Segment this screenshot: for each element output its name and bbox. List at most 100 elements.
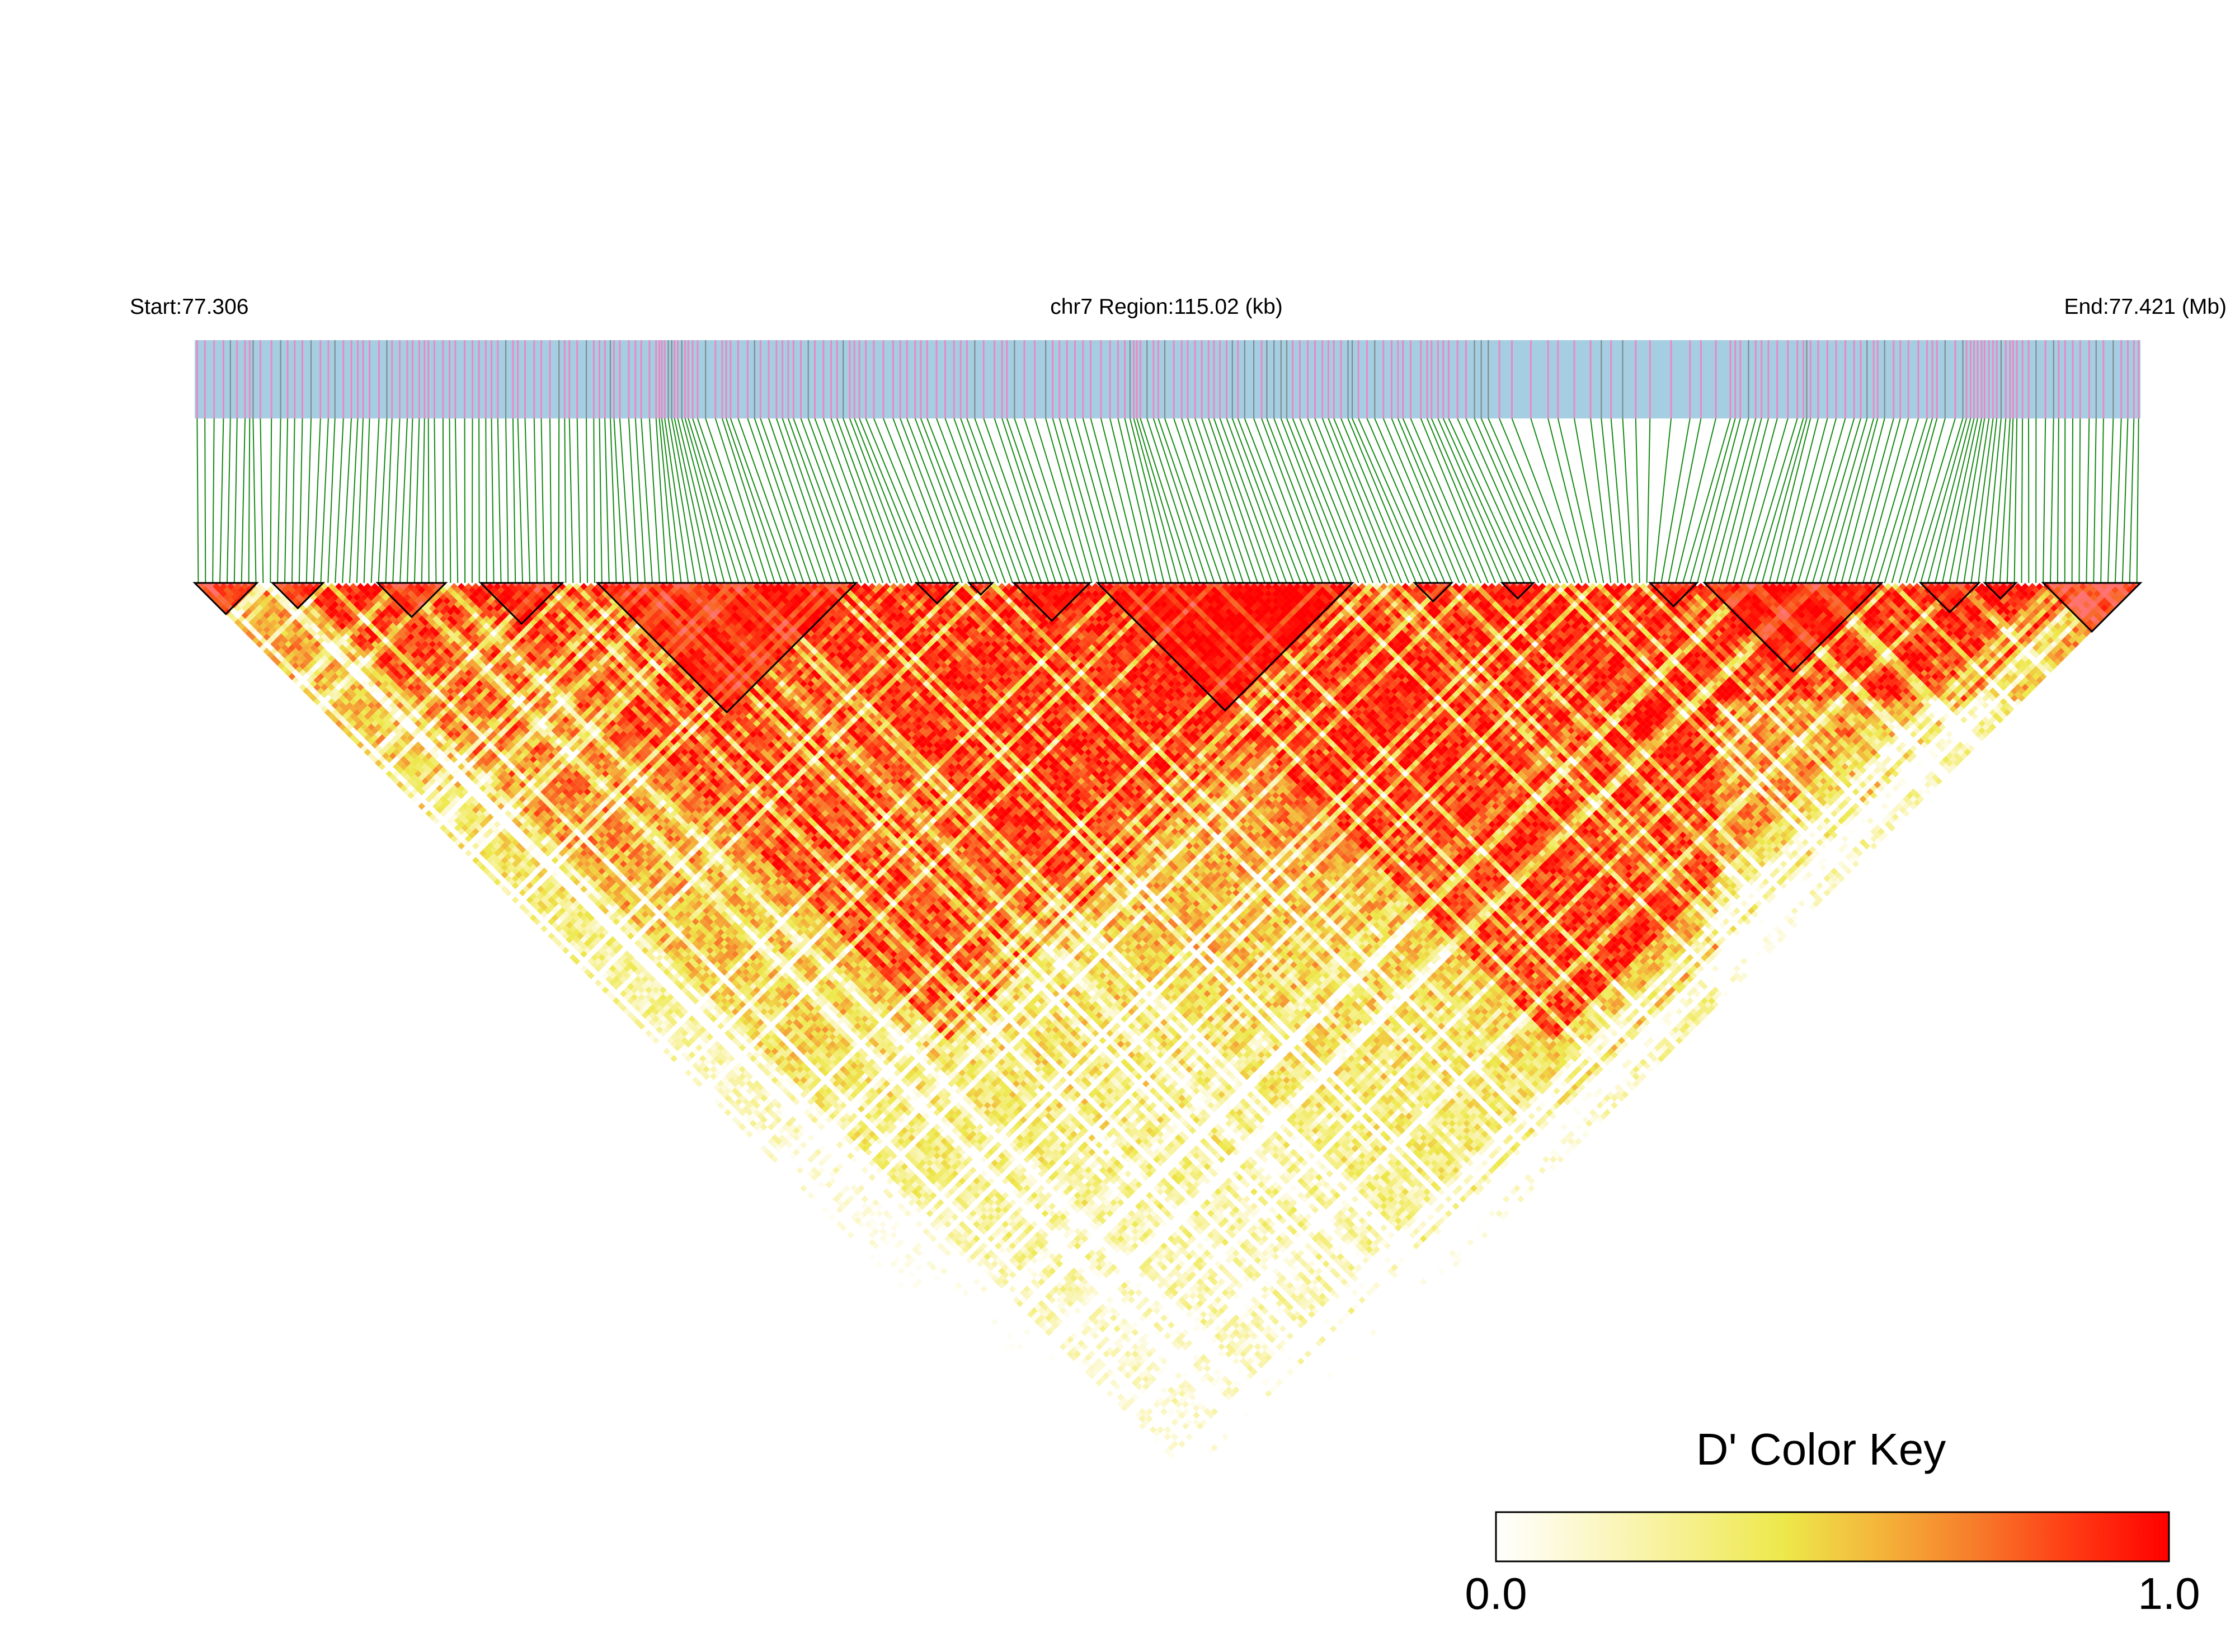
snp-connector <box>234 418 237 583</box>
snp-connector <box>434 418 436 583</box>
snp-connector <box>1341 418 1409 583</box>
snp-connector <box>1287 418 1352 583</box>
snp-connector <box>518 418 523 583</box>
snp-connector <box>586 418 587 583</box>
snp-connector <box>747 418 803 583</box>
snp-connector <box>1574 418 1603 583</box>
snp-connector <box>726 418 782 583</box>
snp-connector <box>2086 418 2089 583</box>
snp-connector <box>242 418 245 583</box>
snp-connector <box>328 418 335 583</box>
snp-connector <box>393 418 399 583</box>
snp-connector <box>1188 418 1243 583</box>
snp-connector <box>1827 418 1874 583</box>
snp-connector <box>1690 418 1735 583</box>
snp-connector <box>270 418 271 583</box>
snp-connector <box>227 418 230 583</box>
snp-connector <box>1885 418 1932 583</box>
snp-connector <box>450 418 451 583</box>
snp-connector <box>2015 418 2017 583</box>
snp-connector <box>307 418 311 583</box>
snp-connector <box>1007 418 1063 583</box>
snp-connector <box>2043 418 2045 583</box>
snp-connector <box>2050 418 2054 583</box>
snp-connector <box>1348 418 1417 583</box>
snp-connector <box>1705 418 1749 583</box>
snp-connector <box>682 418 724 583</box>
snp-connector <box>1300 418 1366 583</box>
snp-connector <box>577 418 581 583</box>
snp-connector <box>2072 418 2073 583</box>
snp-connector <box>1870 418 1918 583</box>
snp-connector <box>2115 418 2121 583</box>
snp-connector <box>1636 418 1640 583</box>
snp-connector <box>277 418 281 583</box>
snp-connector <box>350 418 358 583</box>
snp-connector <box>385 418 392 583</box>
snp-connector <box>197 418 198 583</box>
snp-connector <box>371 418 379 583</box>
snp-connector <box>669 418 696 583</box>
snp-connector <box>550 418 552 583</box>
snp-connector <box>927 418 991 583</box>
snp-connector <box>2058 418 2059 583</box>
snp-connector <box>1813 418 1861 583</box>
snp-connector <box>1654 418 1672 583</box>
snp-position-track <box>195 340 2140 418</box>
snp-connector <box>1457 418 1531 583</box>
snp-connector <box>2108 418 2113 583</box>
snp-connector <box>605 418 609 583</box>
snp-connector <box>1358 418 1431 583</box>
snp-connector <box>260 418 263 583</box>
snp-connector <box>1928 418 1970 583</box>
snp-connector <box>1411 418 1481 583</box>
snp-connector <box>570 418 573 583</box>
snp-connector <box>443 418 444 583</box>
region-label: chr7 Region:115.02 (kb) <box>1050 295 1283 319</box>
snp-connector <box>620 418 630 583</box>
snp-connector <box>292 418 295 583</box>
snp-connector <box>357 418 363 583</box>
snp-connector <box>564 418 566 583</box>
snp-connector <box>1683 418 1730 583</box>
snp-connector <box>1971 418 1993 583</box>
snp-connector <box>1293 418 1359 583</box>
snp-connector <box>1281 418 1344 583</box>
snp-connector <box>1512 418 1575 583</box>
snp-connector <box>299 418 303 583</box>
snp-connector <box>1334 418 1401 583</box>
snp-connector <box>1398 418 1467 583</box>
snp-connector <box>400 418 407 583</box>
snp-connector <box>600 418 602 583</box>
snp-connector <box>678 418 717 583</box>
snp-connector <box>472 418 473 583</box>
snp-connector <box>1375 418 1445 583</box>
snp-connector <box>1878 418 1927 583</box>
snp-connector <box>342 418 351 583</box>
snp-connector <box>253 418 256 583</box>
snp-connector <box>220 418 223 583</box>
snp-connector <box>1328 418 1394 583</box>
snp-connector <box>1238 418 1301 583</box>
snp-connector <box>594 418 595 583</box>
snp-connector <box>2123 418 2128 583</box>
snp-connector <box>1820 418 1867 583</box>
snp-connector <box>1046 418 1092 583</box>
snp-connector <box>2137 418 2139 583</box>
snp-connector <box>379 418 387 583</box>
snp-connector <box>525 418 530 583</box>
snp-connector <box>995 418 1049 583</box>
snp-connector <box>1661 418 1690 583</box>
snp-connector <box>2093 418 2096 583</box>
snp-connector <box>1762 418 1807 583</box>
snp-connector <box>1531 418 1582 583</box>
snp-connector <box>1548 418 1589 583</box>
snp-connector <box>542 418 544 583</box>
snp-connector <box>693 418 746 583</box>
snp-connector <box>1403 418 1474 583</box>
snp-connector <box>455 418 458 583</box>
snp-connector <box>407 418 412 583</box>
snp-connector <box>1499 418 1568 583</box>
snp-connector <box>249 418 250 583</box>
